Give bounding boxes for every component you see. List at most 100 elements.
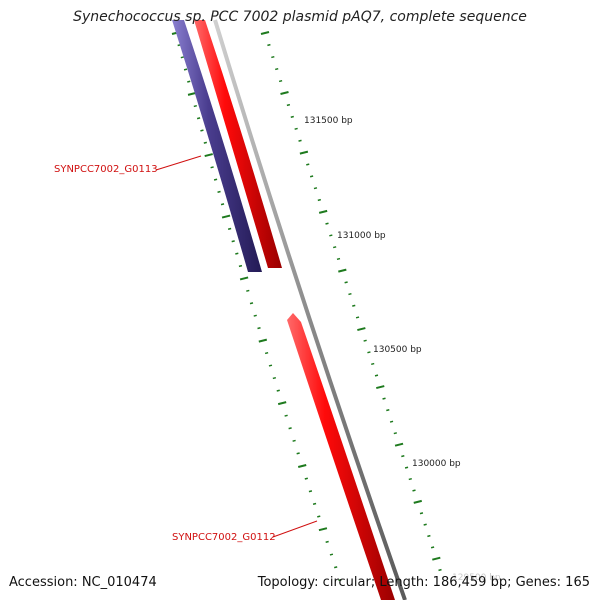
- scale-label-131000: 131000 bp: [337, 231, 386, 241]
- outer-tick: [317, 198, 322, 202]
- outer-tick: [374, 374, 379, 377]
- outer-tick: [271, 55, 275, 59]
- outer-tick: [386, 409, 390, 412]
- outer-tick: [394, 442, 404, 447]
- inner-tick: [257, 327, 261, 330]
- inner-tick: [238, 264, 243, 268]
- outer-tick: [338, 268, 347, 273]
- inner-tick: [297, 464, 307, 468]
- scale-label-130500: 130500 bp: [373, 345, 422, 355]
- scale-label-129500: 129500 bp: [452, 573, 501, 583]
- outer-tick: [278, 79, 283, 83]
- outer-tick: [298, 139, 302, 142]
- outer-tick: [299, 150, 309, 155]
- outer-tick: [352, 304, 356, 307]
- outer-tick: [306, 163, 310, 166]
- outer-tick: [260, 31, 270, 35]
- inner-tick: [318, 527, 328, 532]
- inner-tick: [268, 364, 273, 367]
- inner-tick: [200, 129, 204, 132]
- inner-tick-marks: [171, 31, 342, 582]
- outer-tick: [382, 397, 386, 400]
- scale-label-131500: 131500 bp: [304, 116, 353, 126]
- backbone-arc: [213, 19, 407, 600]
- inner-tick: [213, 178, 218, 181]
- outer-tick: [280, 91, 289, 95]
- outer-tick: [408, 477, 412, 481]
- inner-tick: [204, 153, 213, 158]
- inner-tick: [312, 502, 317, 505]
- outer-tick: [332, 246, 337, 249]
- outer-tick: [336, 257, 341, 261]
- inner-tick: [276, 389, 280, 392]
- inner-tick: [221, 214, 231, 219]
- outer-tick: [286, 103, 291, 107]
- gene-arc-g0112[interactable]: [287, 313, 395, 600]
- outer-tick: [344, 281, 348, 284]
- outer-tick: [432, 556, 441, 561]
- outer-tick: [309, 175, 314, 178]
- outer-tick: [294, 127, 298, 130]
- inner-tick: [304, 477, 308, 480]
- outer-tick-marks: [260, 31, 442, 572]
- gene-label-g0113[interactable]: SYNPCC7002_G0113: [54, 164, 158, 175]
- leader-line-g0113: [155, 155, 202, 171]
- inner-tick: [253, 314, 257, 317]
- inner-tick: [258, 338, 268, 343]
- inner-tick: [183, 68, 188, 71]
- inner-tick: [193, 104, 197, 108]
- outer-tick: [393, 432, 397, 435]
- inner-tick: [203, 141, 207, 144]
- outer-tick: [329, 234, 333, 237]
- leader-line-g0112: [272, 520, 318, 538]
- outer-tick: [404, 466, 409, 469]
- inner-tick: [308, 490, 313, 493]
- reverse-gene-arc[interactable]: [172, 20, 262, 272]
- inner-tick: [196, 117, 201, 120]
- gene-arc-g0113[interactable]: [194, 20, 282, 268]
- scale-label-130000: 130000 bp: [412, 459, 461, 469]
- inner-tick: [180, 56, 185, 59]
- outer-tick: [438, 568, 442, 572]
- inner-tick: [338, 578, 342, 582]
- outer-tick: [427, 534, 431, 538]
- outer-tick: [430, 546, 435, 549]
- inner-tick: [246, 289, 250, 292]
- inner-tick: [264, 351, 269, 355]
- outer-tick: [290, 115, 294, 119]
- outer-tick: [419, 512, 424, 515]
- inner-tick: [231, 240, 235, 243]
- outer-tick: [325, 222, 329, 225]
- outer-tick: [401, 455, 405, 458]
- inner-tick: [284, 414, 288, 417]
- outer-tick: [367, 351, 371, 354]
- outer-tick: [275, 67, 279, 71]
- outer-tick: [267, 43, 271, 47]
- inner-tick: [187, 91, 197, 96]
- outer-tick: [412, 489, 416, 492]
- inner-tick: [277, 401, 287, 406]
- summary-text: Topology: circular; Length: 186,459 bp; …: [257, 575, 590, 590]
- inner-tick: [329, 553, 334, 556]
- gene-label-g0112[interactable]: SYNPCC7002_G0112: [172, 532, 276, 543]
- inner-tick: [220, 203, 225, 206]
- outer-tick: [413, 499, 422, 504]
- outer-tick: [355, 316, 360, 319]
- plot-title: Synechococcus sp. PCC 7002 plasmid pAQ7,…: [73, 9, 527, 25]
- inner-tick: [187, 80, 191, 83]
- inner-tick: [227, 227, 232, 231]
- outer-tick: [371, 362, 375, 366]
- outer-tick: [313, 187, 318, 190]
- outer-tick: [376, 385, 385, 390]
- inner-tick: [249, 302, 254, 305]
- inner-tick: [317, 515, 321, 518]
- inner-tick: [334, 566, 338, 569]
- inner-tick: [292, 439, 296, 442]
- inner-tick: [325, 540, 329, 543]
- outer-tick: [357, 327, 366, 332]
- inner-tick: [288, 427, 292, 430]
- inner-tick: [296, 452, 300, 455]
- outer-tick: [389, 420, 394, 423]
- inner-tick: [272, 376, 277, 380]
